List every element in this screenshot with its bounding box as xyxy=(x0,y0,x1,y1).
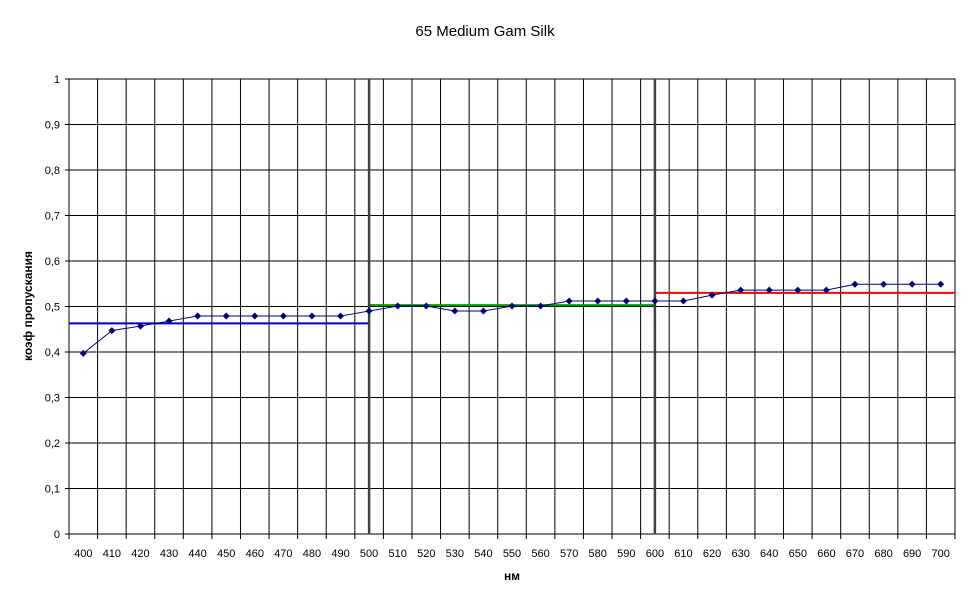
data-point xyxy=(194,312,202,320)
data-point xyxy=(136,322,144,330)
data-point xyxy=(451,307,459,315)
data-point xyxy=(337,312,345,320)
x-tick-label: 630 xyxy=(731,548,749,560)
band-dividers xyxy=(367,79,657,534)
y-tick-label: 0,8 xyxy=(45,165,60,177)
x-tick-label: 590 xyxy=(617,548,635,560)
x-tick-label: 450 xyxy=(217,548,235,560)
x-tick-label: 460 xyxy=(246,548,264,560)
data-point xyxy=(365,307,373,315)
data-point xyxy=(622,297,630,305)
x-tick-label: 470 xyxy=(274,548,292,560)
data-point xyxy=(880,280,888,288)
data-point xyxy=(394,302,402,310)
grid xyxy=(68,78,956,535)
y-tick-label: 0,9 xyxy=(45,120,60,132)
data-point xyxy=(308,312,316,320)
y-tick-label: 1 xyxy=(54,74,60,86)
y-tick-label: 0,3 xyxy=(45,393,60,405)
x-tick-label: 660 xyxy=(817,548,835,560)
series xyxy=(79,280,945,357)
x-tick-label: 440 xyxy=(188,548,206,560)
x-tick-label: 670 xyxy=(846,548,864,560)
y-tick-label: 0,1 xyxy=(45,484,60,496)
data-point xyxy=(565,297,573,305)
data-point xyxy=(222,312,230,320)
data-point xyxy=(765,286,773,294)
x-tick-label: 690 xyxy=(903,548,921,560)
x-tick-label: 530 xyxy=(446,548,464,560)
x-tick-label: 640 xyxy=(760,548,778,560)
data-point xyxy=(422,302,430,310)
x-axis-label: нм xyxy=(504,569,520,583)
x-tick-label: 540 xyxy=(474,548,492,560)
y-axis-label: коэф пропускания xyxy=(21,251,35,361)
x-tick-label: 520 xyxy=(417,548,435,560)
data-point xyxy=(165,317,173,325)
x-tick-label: 550 xyxy=(503,548,521,560)
data-point xyxy=(508,302,516,310)
y-tick-label: 0,5 xyxy=(45,302,60,314)
x-tick-label: 700 xyxy=(932,548,950,560)
data-point xyxy=(651,297,659,305)
data-point xyxy=(679,297,687,305)
x-tick-label: 600 xyxy=(646,548,664,560)
x-tick-label: 480 xyxy=(303,548,321,560)
y-tick-label: 0 xyxy=(54,529,60,541)
data-point xyxy=(79,349,87,357)
x-tick-label: 610 xyxy=(674,548,692,560)
x-tick-label: 570 xyxy=(560,548,578,560)
data-point xyxy=(479,307,487,315)
y-tick-label: 0,2 xyxy=(45,438,60,450)
x-tick-label: 580 xyxy=(589,548,607,560)
y-tick-label: 0,7 xyxy=(45,211,60,223)
y-axis-ticks: 0 0,1 0,2 0,3 0,4 0,5 0,6 0,7 0,8 0,9 1 xyxy=(45,74,69,541)
x-tick-label: 680 xyxy=(874,548,892,560)
x-axis-ticks: 400 410 420 430 440 450 460 470 480 490 500 510 520 5… xyxy=(68,534,956,560)
x-tick-label: 420 xyxy=(131,548,149,560)
data-point xyxy=(794,286,802,294)
x-tick-label: 560 xyxy=(531,548,549,560)
x-tick-label: 400 xyxy=(74,548,92,560)
data-point xyxy=(251,312,259,320)
data-point xyxy=(708,291,716,299)
data-point xyxy=(737,286,745,294)
x-tick-label: 650 xyxy=(789,548,807,560)
data-point xyxy=(537,302,545,310)
y-tick-label: 0,6 xyxy=(45,256,60,268)
data-point xyxy=(594,297,602,305)
data-point xyxy=(108,327,116,335)
chart-title: 65 Medium Gam Silk xyxy=(415,23,555,40)
data-point xyxy=(851,280,859,288)
data-point xyxy=(908,280,916,288)
x-tick-label: 510 xyxy=(388,548,406,560)
x-tick-label: 430 xyxy=(160,548,178,560)
x-tick-label: 410 xyxy=(103,548,121,560)
data-point xyxy=(279,312,287,320)
x-tick-label: 490 xyxy=(331,548,349,560)
data-point xyxy=(937,280,945,288)
y-tick-label: 0,4 xyxy=(45,347,60,359)
x-tick-label: 620 xyxy=(703,548,721,560)
data-point xyxy=(822,286,830,294)
x-tick-label: 500 xyxy=(360,548,378,560)
